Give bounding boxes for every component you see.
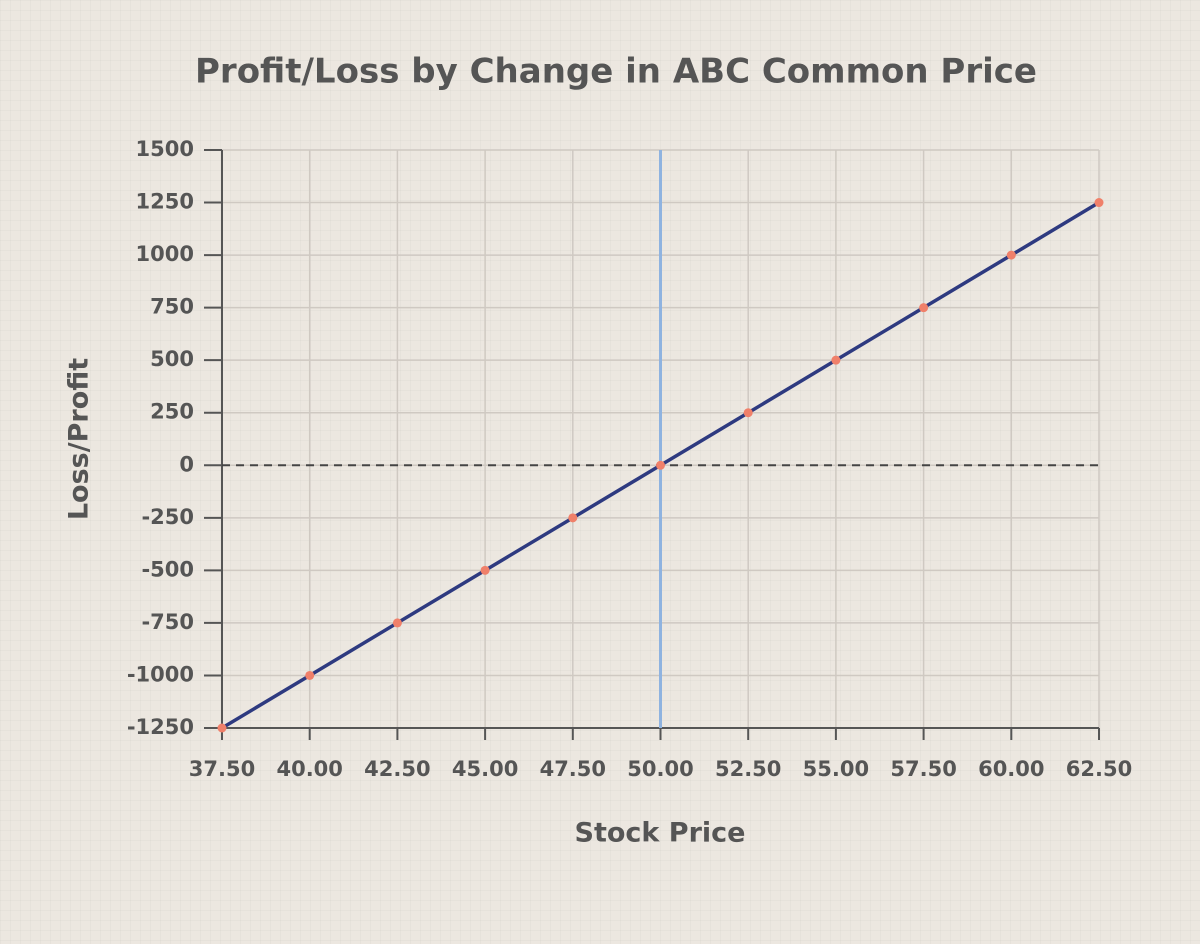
x-tick-label: 47.50 (540, 757, 606, 781)
marker (392, 618, 402, 628)
y-tick-label: 500 (150, 347, 194, 371)
y-tick-label: -750 (141, 610, 194, 634)
x-tick-label: 37.50 (189, 757, 255, 781)
y-tick-label: -1250 (127, 715, 194, 739)
y-tick-label: 1000 (136, 242, 194, 266)
chart-title: Profit/Loss by Change in ABC Common Pric… (195, 52, 1037, 92)
x-axis-label: Stock Price (575, 818, 746, 849)
y-tick-label: 1500 (136, 137, 194, 161)
x-tick-label: 62.50 (1066, 757, 1132, 781)
y-axis-label: Loss/Profit (64, 358, 95, 520)
x-tick-label: 52.50 (715, 757, 781, 781)
x-tick-label: 55.00 (803, 757, 869, 781)
marker (831, 355, 841, 365)
marker (1006, 250, 1016, 260)
y-tick-label: -500 (141, 557, 194, 581)
marker (568, 513, 578, 523)
marker (919, 303, 929, 313)
x-tick-label: 50.00 (627, 757, 693, 781)
marker (1094, 198, 1104, 208)
y-tick-label: 0 (179, 452, 194, 476)
x-tick-label: 60.00 (978, 757, 1044, 781)
y-tick-label: 750 (150, 295, 194, 319)
marker (217, 723, 227, 733)
marker (480, 565, 490, 575)
marker (656, 460, 665, 470)
marker (305, 670, 315, 680)
x-tick-label: 57.50 (890, 757, 956, 781)
y-tick-label: -1000 (127, 662, 194, 686)
x-tick-label: 42.50 (364, 757, 430, 781)
y-tick-label: -250 (141, 505, 194, 529)
y-tick-label: 250 (150, 400, 194, 424)
x-tick-label: 40.00 (276, 757, 342, 781)
x-tick-label: 45.00 (452, 757, 518, 781)
marker (743, 408, 753, 418)
y-tick-label: 1250 (136, 190, 194, 214)
